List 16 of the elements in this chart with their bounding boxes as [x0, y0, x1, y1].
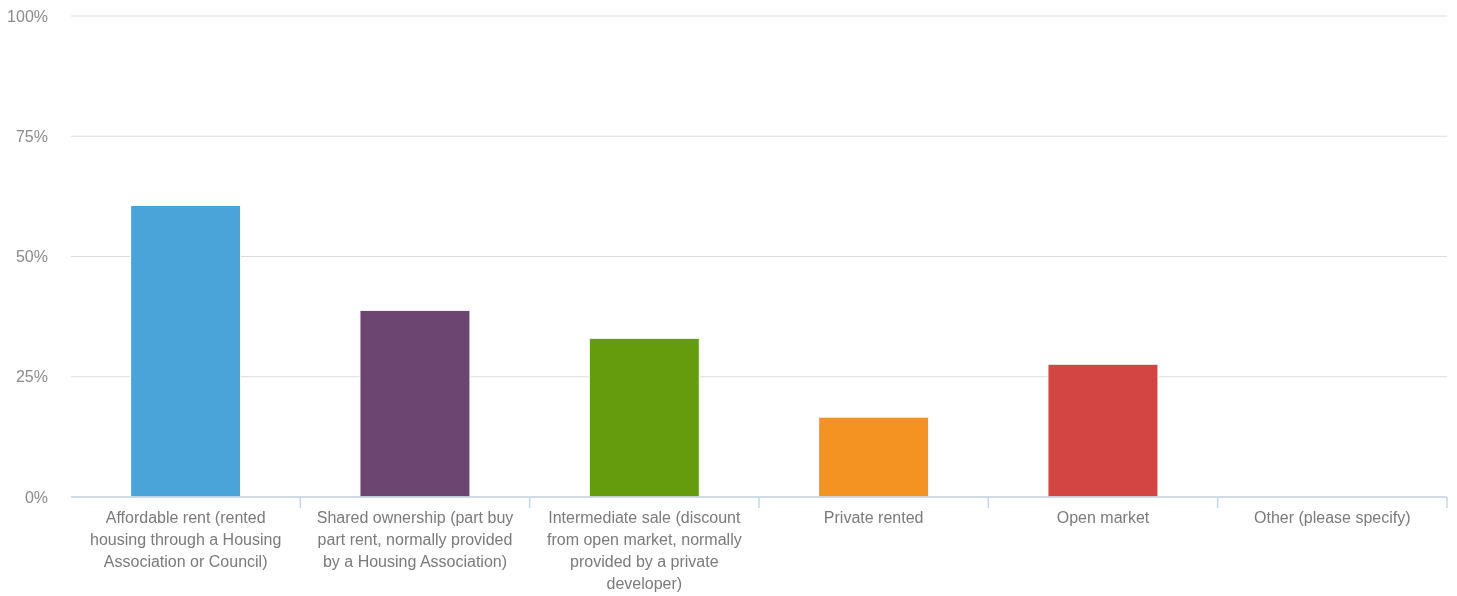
- x-tick-label: Other (please specify): [1254, 509, 1411, 527]
- bar: [588, 337, 700, 497]
- x-tick-label: Affordable rent (rented housing through a Housing Association or Council): [90, 509, 282, 571]
- x-tick-label: Intermediate sale (discount from open market, normally provided by a private developer): [546, 509, 742, 593]
- x-tick-label: Open market: [1056, 509, 1150, 527]
- bar: [1047, 363, 1159, 497]
- y-tick-label: 75%: [15, 127, 48, 145]
- bar: [818, 416, 930, 497]
- y-tick-label: 50%: [15, 248, 48, 266]
- y-tick-label: 0%: [24, 488, 48, 506]
- x-tick-label: Private rented: [823, 509, 924, 527]
- bar: [130, 205, 242, 497]
- x-tick-label: Shared ownership (part buy part rent, normally provided by a Housing Association): [316, 509, 514, 571]
- bar: [359, 309, 471, 497]
- y-tick-label: 100%: [7, 7, 48, 25]
- y-tick-label: 25%: [15, 368, 48, 386]
